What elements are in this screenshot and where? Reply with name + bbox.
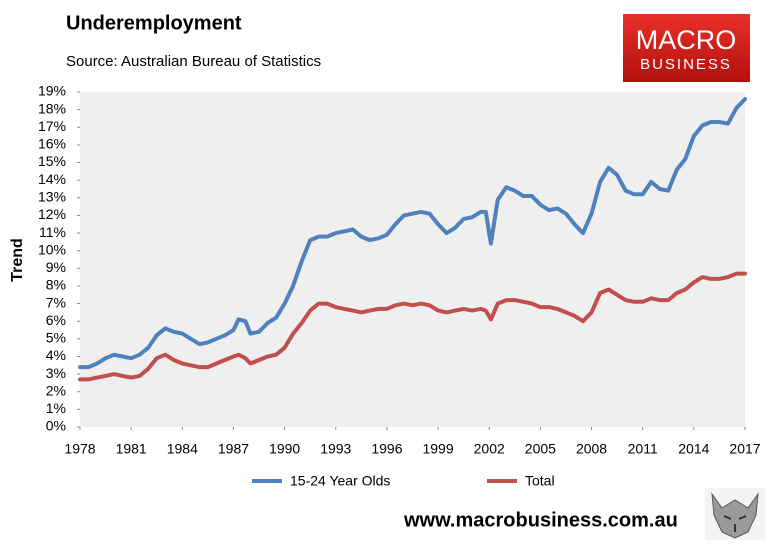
y-tick-label: 15% [38, 153, 66, 169]
y-tick-label: 12% [38, 206, 66, 222]
x-tick-label: 2002 [474, 441, 505, 457]
y-tick-label: 5% [46, 330, 66, 346]
x-tick-label: 2017 [729, 441, 760, 457]
x-tick-label: 2011 [628, 441, 658, 457]
x-tick-label: 1978 [64, 441, 95, 457]
x-tick-label: 1990 [269, 441, 300, 457]
y-tick-label: 8% [46, 277, 66, 293]
y-tick-label: 0% [46, 418, 66, 434]
x-tick-label: 1999 [422, 441, 453, 457]
series-line [78, 97, 747, 370]
wolf-icon [705, 488, 765, 540]
y-tick-label: 18% [38, 100, 66, 116]
y-tick-label: 19% [38, 83, 66, 99]
logo-bottom: BUSINESS [640, 56, 732, 73]
chart-title: Underemployment [66, 12, 242, 34]
x-tick-label: 1987 [218, 441, 249, 457]
y-tick-label: 13% [38, 188, 66, 204]
y-tick-label: 3% [46, 365, 66, 381]
x-tick-label: 1984 [167, 441, 198, 457]
plot-area [80, 92, 745, 427]
series-line [78, 271, 747, 382]
x-tick-label: 2014 [678, 441, 709, 457]
logo-background [623, 14, 750, 82]
y-tick-label: 6% [46, 312, 66, 328]
x-tick-label: 1981 [116, 441, 147, 457]
x-tick-label: 2005 [525, 441, 556, 457]
y-tick-label: 10% [38, 241, 66, 257]
y-tick-label: 11% [39, 224, 66, 240]
y-tick-label: 1% [46, 400, 66, 416]
y-tick-label: 4% [46, 347, 66, 363]
logo-top: MACRO [636, 25, 737, 55]
y-tick-label: 7% [46, 294, 66, 310]
x-tick-label: 1996 [371, 441, 402, 457]
x-tick-label: 1993 [320, 441, 351, 457]
y-tick-label: 16% [38, 136, 66, 152]
y-tick-label: 14% [38, 171, 66, 187]
y-axis-label: Trend [9, 238, 26, 282]
y-tick-label: 17% [38, 118, 66, 134]
footer-url: www.macrobusiness.com.au [403, 509, 678, 531]
x-tick-label: 2008 [576, 441, 607, 457]
logo: MACRO BUSINESS [623, 14, 750, 82]
legend-label: 15-24 Year Olds [290, 473, 390, 489]
y-tick-label: 2% [46, 382, 66, 398]
legend-label: Total [525, 473, 555, 489]
y-tick-label: 9% [46, 259, 66, 275]
chart-subtitle: Source: Australian Bureau of Statistics [66, 53, 321, 70]
